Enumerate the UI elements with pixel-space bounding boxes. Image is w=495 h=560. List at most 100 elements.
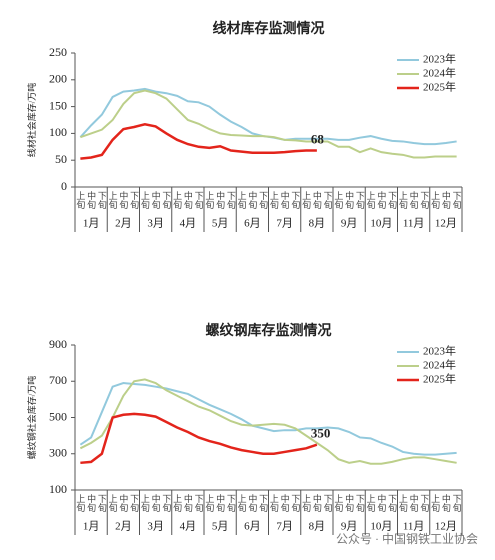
month-label: 1月	[83, 521, 100, 533]
x-tick-label: 中旬	[215, 190, 225, 210]
x-tick-label: 上旬	[108, 191, 118, 210]
x-tick-label: 上旬	[366, 494, 376, 513]
x-tick-label: 下旬	[355, 191, 365, 210]
x-tick-label: 下旬	[161, 494, 171, 513]
y-tick-label: 500	[49, 409, 67, 423]
month-label: 9月	[341, 521, 358, 533]
x-tick-label: 下旬	[419, 494, 429, 513]
x-tick-label: 中旬	[441, 493, 451, 513]
month-label: 12月	[435, 521, 457, 533]
x-tick-label: 中旬	[344, 493, 354, 513]
month-label: 11月	[403, 218, 425, 230]
x-tick-label: 上旬	[333, 191, 343, 210]
series-line	[79, 378, 457, 465]
x-tick-label: 下旬	[323, 191, 333, 210]
x-tick-label: 中旬	[376, 190, 386, 210]
x-tick-label: 中旬	[151, 190, 161, 210]
x-tick-label: 下旬	[387, 191, 397, 210]
x-tick-label: 下旬	[258, 191, 268, 210]
y-axis-label: 螺纹钢社会库存/万吨	[26, 376, 37, 460]
x-tick-label: 下旬	[194, 494, 204, 513]
x-tick-label: 下旬	[226, 191, 236, 210]
x-tick-label: 下旬	[323, 494, 333, 513]
series-line	[80, 89, 457, 159]
x-tick-label: 中旬	[344, 190, 354, 210]
month-label: 8月	[309, 218, 326, 230]
legend-label: 2025年	[423, 372, 456, 386]
month-label: 12月	[435, 218, 457, 230]
month-label: 8月	[309, 521, 326, 533]
month-label: 9月	[341, 218, 358, 230]
x-tick-label: 下旬	[452, 191, 462, 210]
series-line	[80, 412, 318, 465]
x-tick-label: 上旬	[237, 494, 247, 513]
x-tick-label: 上旬	[75, 191, 85, 210]
data-label: 68	[311, 132, 325, 147]
x-tick-label: 中旬	[86, 493, 96, 513]
x-tick-label: 中旬	[376, 493, 386, 513]
x-tick-label: 下旬	[129, 191, 139, 210]
y-tick-label: 50	[55, 152, 67, 166]
x-tick-label: 中旬	[247, 190, 257, 210]
x-tick-label: 中旬	[151, 493, 161, 513]
month-label: 7月	[276, 521, 293, 533]
x-tick-label: 上旬	[172, 494, 182, 513]
month-label: 6月	[244, 218, 261, 230]
x-tick-label: 下旬	[161, 191, 171, 210]
x-tick-label: 下旬	[355, 494, 365, 513]
month-label: 7月	[276, 218, 293, 230]
x-tick-label: 下旬	[290, 494, 300, 513]
y-tick-label: 300	[49, 446, 67, 460]
month-label: 10月	[370, 218, 392, 230]
x-tick-label: 上旬	[75, 494, 85, 513]
x-tick-label: 上旬	[204, 494, 214, 513]
month-label: 11月	[403, 521, 425, 533]
x-tick-label: 下旬	[129, 494, 139, 513]
watermark: 公众号 · 中国钢铁工业协会	[336, 531, 478, 546]
month-label: 2月	[115, 218, 132, 230]
chart-title: 螺纹钢库存监测情况	[206, 322, 332, 339]
x-tick-label: 中旬	[118, 493, 128, 513]
chart-title: 线材库存监测情况	[213, 20, 325, 37]
y-tick-label: 700	[49, 373, 67, 387]
x-tick-label: 中旬	[280, 190, 290, 210]
x-tick-label: 下旬	[97, 191, 107, 210]
y-tick-label: 900	[49, 337, 67, 351]
x-tick-label: 上旬	[398, 494, 408, 513]
month-label: 2月	[115, 521, 132, 533]
month-label: 4月	[180, 218, 197, 230]
x-tick-label: 上旬	[172, 191, 182, 210]
y-tick-label: 100	[49, 482, 67, 496]
y-tick-label: 0	[61, 179, 67, 193]
x-tick-label: 下旬	[452, 494, 462, 513]
month-label: 4月	[180, 521, 197, 533]
legend-label: 2023年	[423, 52, 456, 66]
x-tick-label: 上旬	[140, 494, 150, 513]
data-label: 350	[311, 426, 331, 441]
month-label: 3月	[147, 218, 164, 230]
x-tick-label: 中旬	[312, 190, 322, 210]
x-tick-label: 下旬	[258, 494, 268, 513]
y-axis-label: 线材社会库存/万吨	[26, 83, 37, 158]
x-tick-label: 上旬	[108, 494, 118, 513]
x-tick-label: 中旬	[409, 190, 419, 210]
x-tick-label: 上旬	[366, 191, 376, 210]
x-tick-label: 中旬	[118, 190, 128, 210]
x-tick-label: 上旬	[269, 494, 279, 513]
x-tick-label: 中旬	[409, 493, 419, 513]
x-tick-label: 中旬	[215, 493, 225, 513]
x-tick-label: 上旬	[430, 191, 440, 210]
month-label: 10月	[370, 521, 392, 533]
x-tick-label: 下旬	[419, 191, 429, 210]
x-tick-label: 上旬	[204, 191, 214, 210]
x-tick-label: 下旬	[194, 191, 204, 210]
x-tick-label: 上旬	[398, 191, 408, 210]
series-line	[80, 123, 317, 160]
legend-label: 2025年	[423, 80, 456, 94]
x-tick-label: 上旬	[140, 191, 150, 210]
month-label: 5月	[212, 521, 229, 533]
month-label: 1月	[83, 218, 100, 230]
x-tick-label: 上旬	[301, 494, 311, 513]
month-label: 3月	[147, 521, 164, 533]
